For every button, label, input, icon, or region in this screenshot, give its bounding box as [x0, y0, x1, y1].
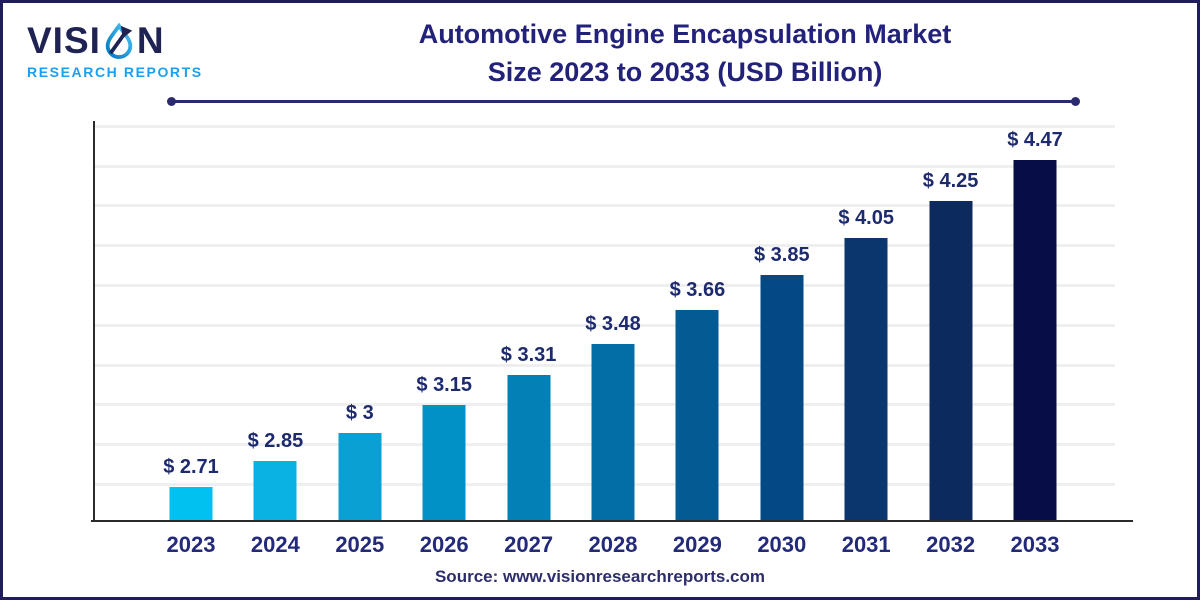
bar-2029	[675, 310, 719, 520]
x-axis-label-2028: 2028	[588, 532, 638, 557]
bar-group-2026: $ 3.15 2026	[402, 123, 486, 557]
brand-name: VISI N	[27, 21, 247, 61]
brand-name-right: N	[136, 20, 165, 61]
brand-name-left: VISI	[27, 20, 101, 61]
bar-value-label-2027: $ 3.31	[500, 344, 557, 366]
y-axis-line	[93, 121, 95, 522]
bar-value-label-2032: $ 4.25	[922, 170, 979, 192]
bar-chart-plot-area: $ 2.71 2023 $ 2.85 2024 $ 3 2025 $ 3.15 2026 $ 3…	[91, 121, 1133, 557]
gridline	[95, 323, 1115, 327]
bar-group-2029: $ 3.66 2029	[655, 123, 739, 557]
source-text: Source: www.visionresearchreports.com	[434, 567, 766, 586]
bar-group-2023: $ 2.71 2023	[149, 123, 233, 557]
x-axis-label-2025: 2025	[335, 532, 385, 557]
x-axis-label-2027: 2027	[504, 532, 554, 557]
bar-2026	[422, 405, 466, 520]
bar-group-2025: $ 3 2025	[318, 123, 402, 557]
bar-2028	[591, 344, 635, 520]
bar-2032	[929, 201, 973, 520]
bar-value-label-2025: $ 3	[345, 402, 374, 424]
bar-group-2033: $ 4.47 2033	[993, 123, 1077, 557]
bar-group-2024: $ 2.85 2024	[233, 123, 317, 557]
x-axis-label-2023: 2023	[166, 532, 216, 557]
x-axis-label-2032: 2032	[926, 532, 976, 557]
chart-title: Automotive Engine Encapsulation Market S…	[263, 15, 1107, 91]
divider-endpoint-right	[1071, 97, 1080, 106]
x-axis-label-2033: 2033	[1010, 532, 1060, 557]
chart-title-line2: Size 2023 to 2033 (USD Billion)	[487, 57, 883, 87]
bar-2033	[1013, 160, 1057, 520]
x-axis-label-2024: 2024	[250, 532, 300, 557]
bar-value-label-2030: $ 3.85	[753, 244, 810, 266]
bar-value-label-2026: $ 3.15	[416, 374, 472, 396]
bar-group-2028: $ 3.48 2028	[571, 123, 655, 557]
x-axis-label-2030: 2030	[757, 532, 807, 557]
bar-2031	[844, 238, 888, 520]
brand-subtitle: RESEARCH REPORTS	[27, 64, 203, 80]
bar-group-2031: $ 4.05 2031	[824, 123, 908, 557]
x-axis-label-2031: 2031	[841, 532, 891, 557]
gridline	[95, 164, 1115, 168]
bar-2027	[507, 375, 551, 520]
bar-group-2032: $ 4.25 2032	[909, 123, 993, 557]
water-drop-arrow-icon	[105, 22, 133, 59]
x-axis-label-2029: 2029	[672, 532, 722, 557]
bar-group-2030: $ 3.85 2030	[740, 123, 824, 557]
gridline	[95, 244, 1115, 248]
bar-2025	[338, 433, 382, 520]
bar-value-label-2033: $ 4.47	[1007, 129, 1063, 151]
x-axis-line	[91, 520, 1133, 522]
bar-2023	[169, 487, 213, 520]
bar-group-2027: $ 3.31 2027	[487, 123, 571, 557]
brand-logo: VISI N RESEARCH REPORTS	[27, 21, 247, 81]
bar-value-label-2023: $ 2.71	[163, 456, 219, 478]
divider-endpoint-left	[167, 97, 176, 106]
gridline	[95, 284, 1115, 287]
x-axis-label-2026: 2026	[419, 532, 469, 557]
bar-value-label-2031: $ 4.05	[838, 207, 894, 229]
bar-2030	[760, 275, 804, 520]
gridline	[95, 204, 1115, 208]
bar-value-label-2029: $ 3.66	[669, 279, 726, 301]
bar-2024	[253, 461, 297, 520]
gridline	[95, 124, 1115, 128]
bar-value-label-2028: $ 3.48	[585, 313, 641, 335]
title-divider-line	[167, 97, 1080, 106]
bar-value-label-2024: $ 2.85	[247, 430, 304, 452]
chart-title-line1: Automotive Engine Encapsulation Market	[418, 19, 952, 49]
